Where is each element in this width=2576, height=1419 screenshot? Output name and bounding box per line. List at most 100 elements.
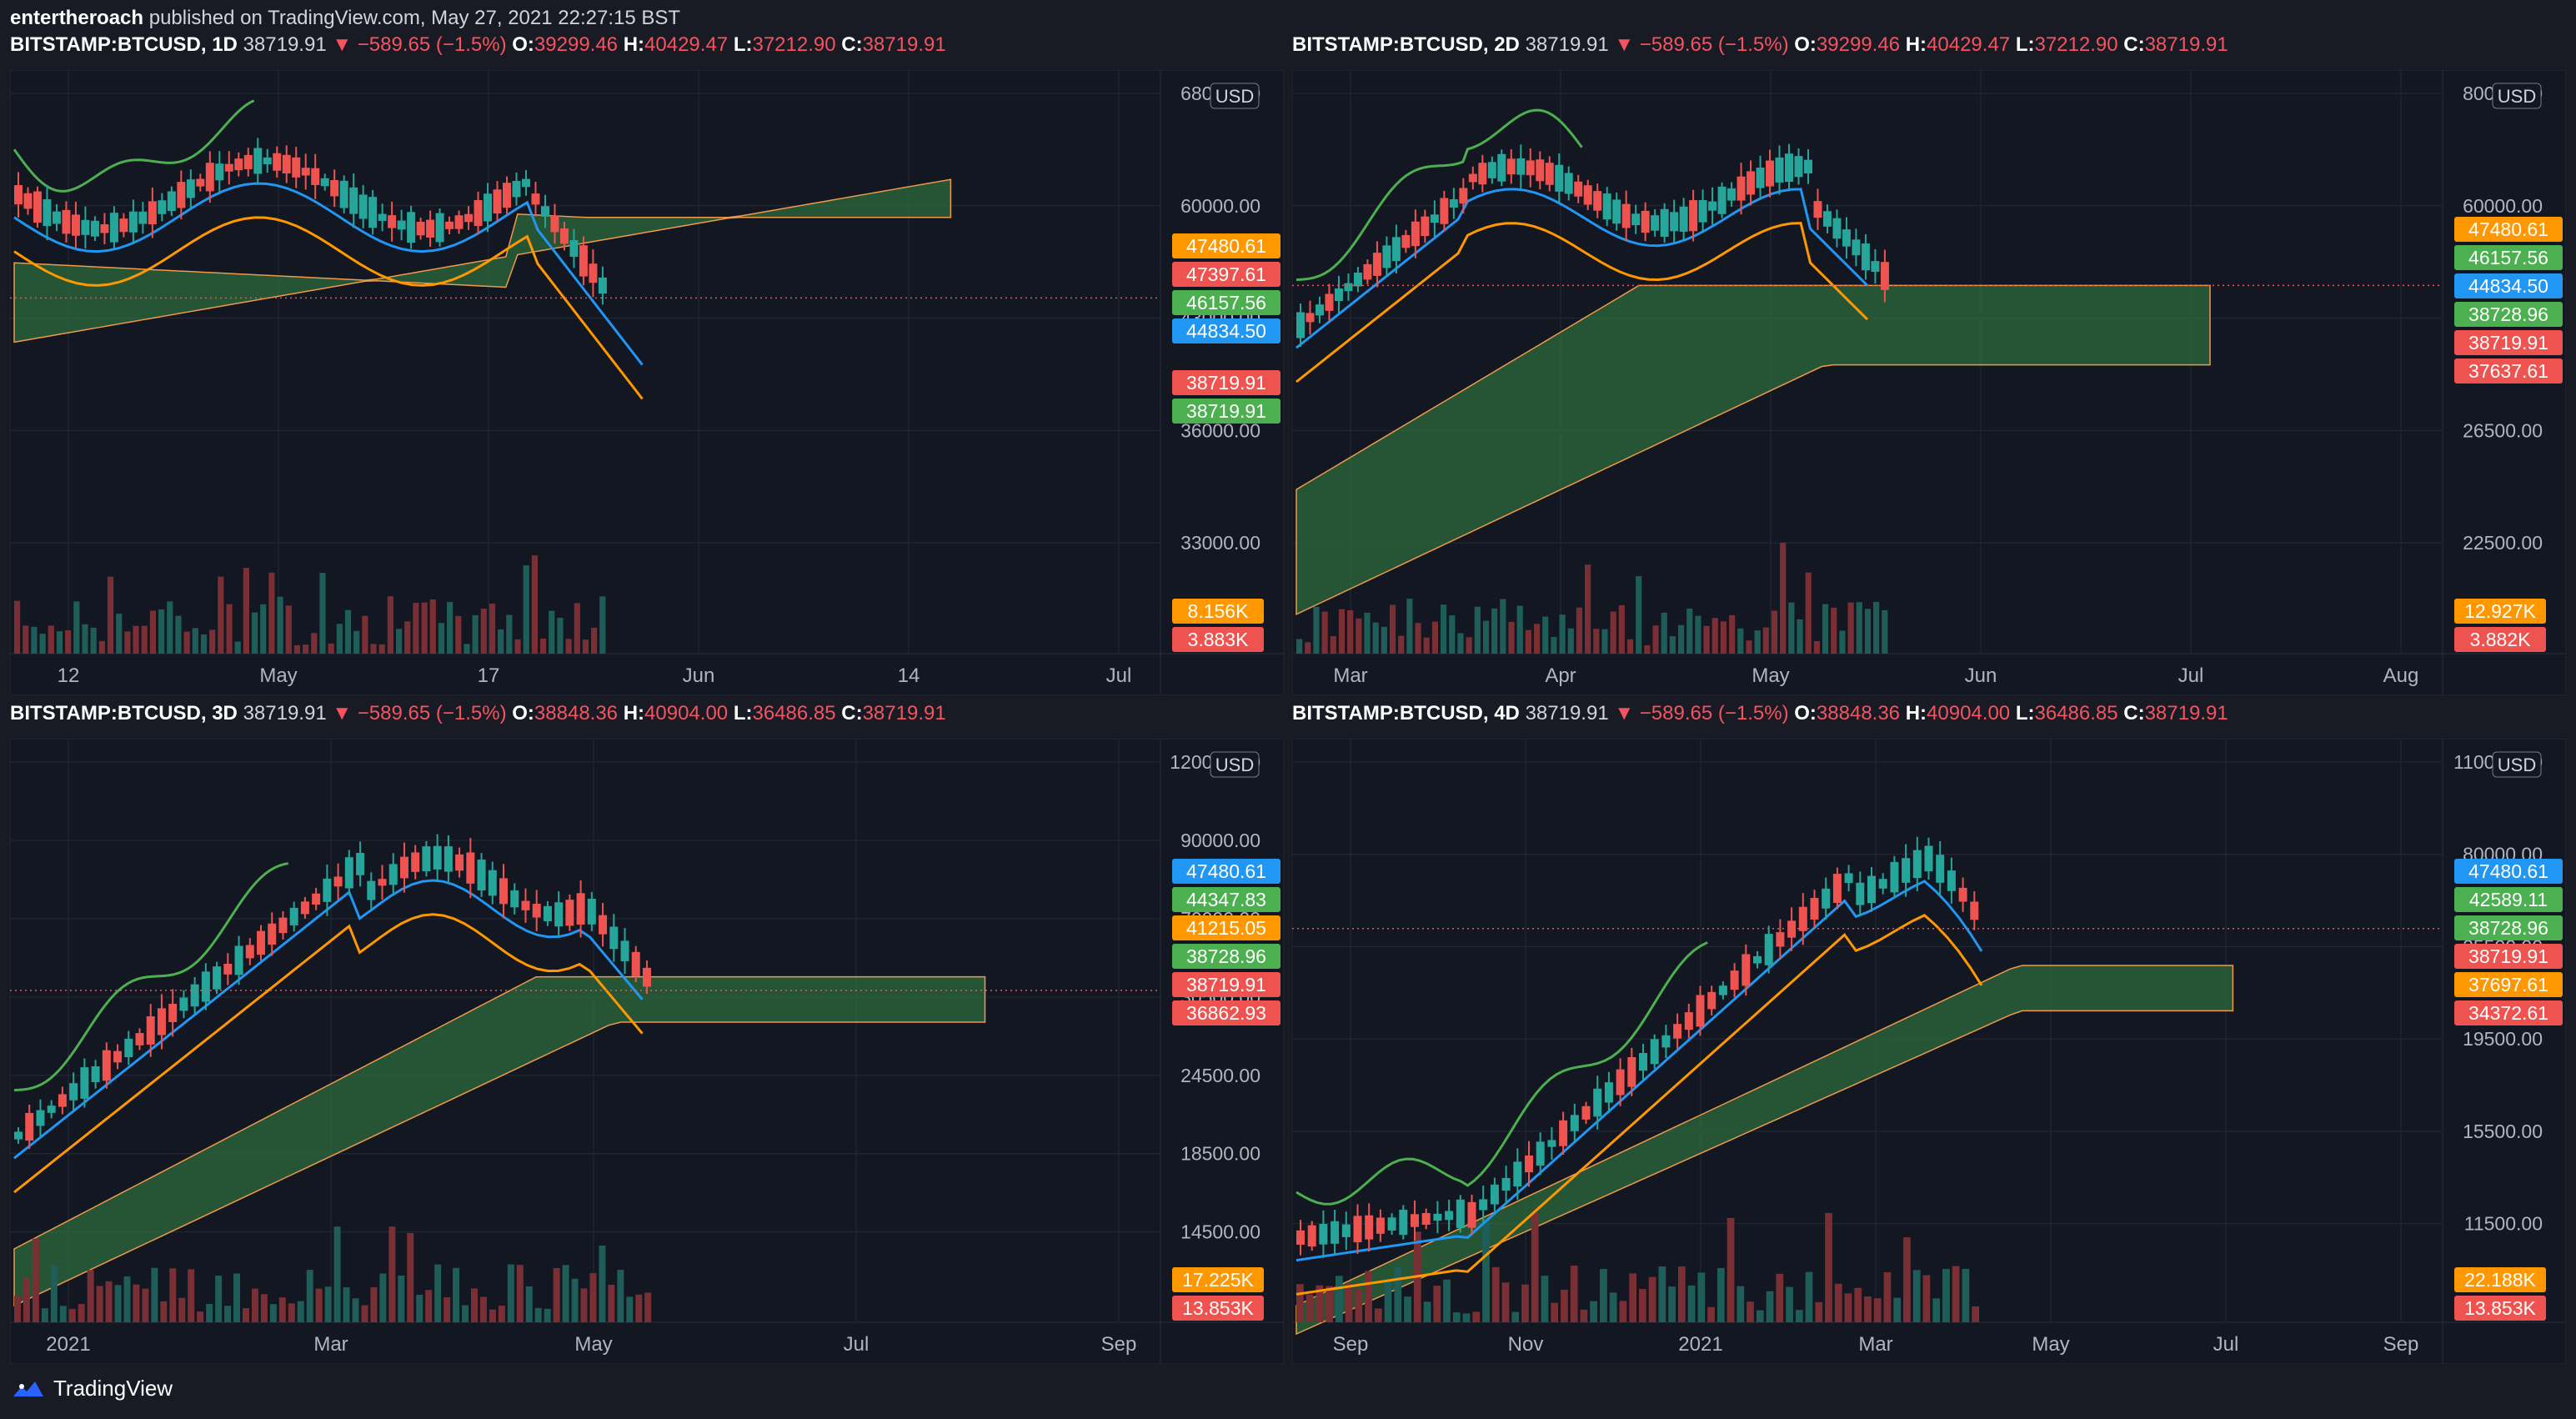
volume-label-text: 13.853K [2464, 1297, 2536, 1319]
candle-body [339, 180, 348, 208]
volume-bar [370, 1286, 378, 1322]
volume-bar [1644, 644, 1651, 654]
candle-body [1890, 861, 1899, 893]
ichimoku-cloud [1296, 965, 2234, 1336]
volume-bar [574, 603, 580, 654]
close-label: C: [841, 702, 863, 725]
candle-body [1822, 888, 1831, 909]
volume-bar [1652, 625, 1659, 654]
volume-bar [1776, 1273, 1784, 1322]
ichimoku-cloud [13, 975, 986, 1307]
volume-bar [1542, 616, 1549, 654]
volume-bar [1372, 622, 1379, 654]
low-label: L: [733, 702, 753, 725]
candle-body [1526, 160, 1535, 176]
volume-bar [1457, 633, 1464, 654]
candle-body [356, 852, 365, 875]
price-label-badge [2454, 302, 2563, 327]
volume-bar [1766, 1291, 1774, 1322]
brand-footer[interactable]: TradingView [10, 1376, 173, 1401]
volume-bar [105, 1281, 113, 1322]
publisher-text: published on TradingView.com, May 27, 20… [148, 7, 681, 29]
x-tick-label: Mar [1858, 1333, 1892, 1356]
symbol-label[interactable]: BITSTAMP:BTCUSD, 3D [10, 702, 238, 725]
volume-bar [1932, 1298, 1941, 1322]
candle-body [23, 193, 33, 209]
publisher-user[interactable]: entertheroach [10, 7, 144, 29]
candle-body [435, 213, 444, 243]
volume-bar [1431, 621, 1439, 654]
chart-area[interactable]: SepNov2021MarMayJulSep110000.0080000.002… [1292, 739, 2566, 1364]
candle-body [1581, 1106, 1591, 1120]
candle-body [102, 1050, 111, 1081]
volume-bar [1711, 618, 1718, 654]
volume-bar [416, 1294, 423, 1322]
volume-bar [1618, 604, 1625, 654]
down-triangle-icon: ▼ [1614, 702, 1635, 725]
volume-bar [1525, 629, 1531, 654]
currency-badge[interactable] [1210, 751, 1260, 778]
volume-bar [78, 1304, 85, 1322]
candle-body [124, 1038, 133, 1057]
candle-body [301, 168, 310, 176]
candle-body [1574, 181, 1583, 197]
candle-body [1970, 901, 1979, 920]
volume-bar [297, 1301, 304, 1322]
candle-body [80, 1067, 89, 1099]
candle-body [1593, 191, 1602, 211]
volume-bar [1856, 602, 1862, 654]
volume-bar [311, 633, 318, 654]
ichimoku-cloud [13, 178, 952, 343]
open-label: O: [1794, 33, 1817, 56]
candle-body [1296, 1230, 1305, 1245]
volume-bar [1330, 635, 1336, 654]
volume-bar [200, 634, 208, 654]
chart-svg: SepNov2021MarMayJulSep110000.0080000.002… [1292, 739, 2566, 1364]
symbol-label[interactable]: BITSTAMP:BTCUSD, 1D [10, 33, 238, 56]
candle-body [52, 211, 61, 224]
volume-bar [167, 601, 173, 654]
chart-area[interactable]: 12May17Jun14Jul68000.0060000.0043000.003… [10, 70, 1284, 695]
volume-bar [1729, 614, 1736, 654]
symbol-label[interactable]: BITSTAMP:BTCUSD, 2D [1292, 33, 1520, 56]
candle-body [138, 211, 148, 224]
currency-badge[interactable] [2492, 83, 2542, 109]
volume-bar [1462, 1313, 1471, 1322]
currency-badge[interactable] [2492, 751, 2542, 778]
candle-body [1639, 1052, 1647, 1071]
chart-area[interactable]: 2021MarMayJulSep120000.0090000.0070000.0… [10, 739, 1284, 1364]
candle-body [631, 951, 640, 976]
y-tick-label: 60000.00 [2463, 195, 2543, 217]
candle-body [1430, 214, 1439, 223]
candle-body [1459, 188, 1468, 204]
volume-bar [1805, 1271, 1813, 1322]
candle-body [1727, 188, 1737, 201]
candle-body [1753, 955, 1762, 964]
volume-bar [525, 1286, 533, 1322]
volume-bar [1942, 1269, 1950, 1322]
chikou-line [13, 99, 255, 193]
price-label-badge [1172, 399, 1280, 424]
volume-bar [306, 1270, 313, 1322]
x-tick-label: Jul [1106, 664, 1132, 687]
volume-bar [277, 596, 283, 654]
currency-badge[interactable] [1210, 83, 1260, 109]
y-tick-label: 90000.00 [1180, 830, 1260, 851]
price-label-badge [2454, 944, 2563, 969]
volume-label-text: 17.225K [1182, 1269, 1254, 1291]
volume-bar [1500, 599, 1506, 654]
candle-body [388, 864, 398, 885]
candle-body [1411, 221, 1420, 247]
price-label-badge [2454, 887, 2563, 912]
candle-body [367, 880, 376, 900]
volume-label-badge [2454, 599, 2546, 624]
x-tick-label: Mar [313, 1333, 348, 1356]
candle-body [1296, 312, 1305, 338]
candle-body [58, 1094, 67, 1107]
candle-body [493, 189, 502, 214]
chart-area[interactable]: MarAprMayJunJulAug80000.0060000.0030500.… [1292, 70, 2566, 695]
candle-body [1878, 879, 1887, 889]
candle-body [312, 893, 321, 905]
symbol-label[interactable]: BITSTAMP:BTCUSD, 4D [1292, 702, 1520, 725]
currency-label: USD [2498, 86, 2536, 107]
